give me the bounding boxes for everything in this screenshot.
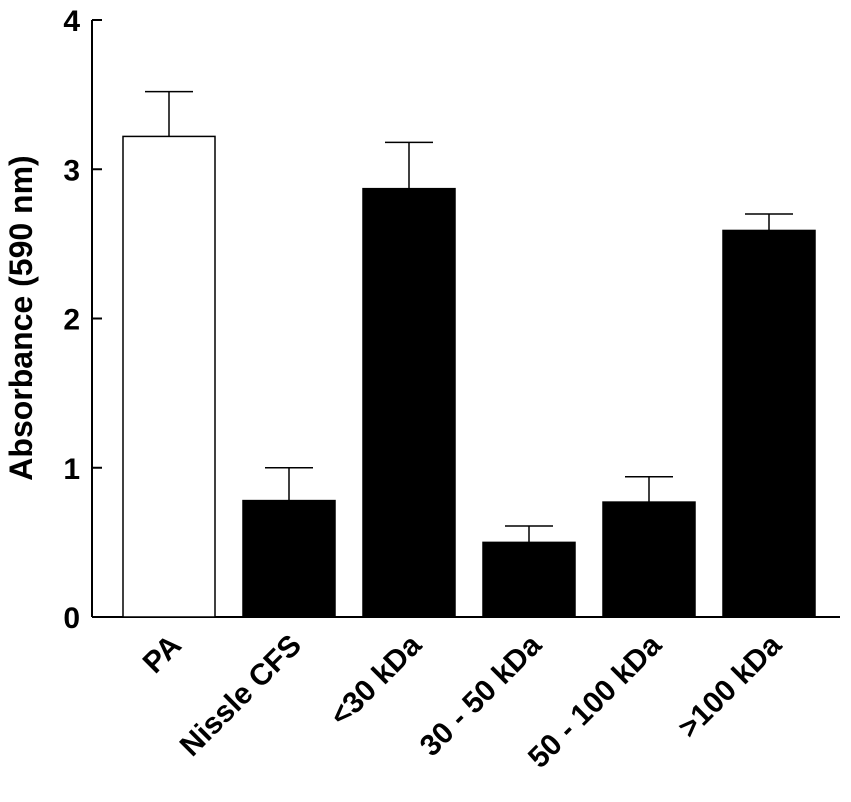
x-category-label: >100 kDa <box>672 628 788 744</box>
x-category-label: 30 - 50 kDa <box>414 628 548 762</box>
y-tick-label: 0 <box>63 602 80 635</box>
y-tick-label: 3 <box>63 154 80 187</box>
x-category-label: <30 kDa <box>324 628 428 732</box>
error-bar <box>625 475 673 503</box>
error-bar <box>385 141 433 189</box>
y-tick-label: 1 <box>63 453 80 486</box>
y-tick-label: 4 <box>63 5 80 38</box>
bar <box>722 229 816 618</box>
y-axis-title: Absorbance (590 nm) <box>3 155 39 480</box>
error-bar <box>145 90 193 137</box>
axes <box>91 19 840 618</box>
bars <box>122 135 816 618</box>
error-bar <box>265 467 313 501</box>
error-bar <box>745 213 793 231</box>
bar <box>362 187 456 618</box>
x-category-label: Nissle CFS <box>174 629 308 763</box>
y-tick-label: 2 <box>63 304 80 337</box>
error-bars <box>145 90 793 543</box>
bar <box>242 499 336 618</box>
bar <box>602 501 696 618</box>
bar <box>122 135 216 618</box>
x-category-label: PA <box>137 629 188 680</box>
error-bar <box>505 525 553 543</box>
bar <box>482 541 576 618</box>
y-tick-labels: 0 1 2 3 4 <box>63 5 80 635</box>
